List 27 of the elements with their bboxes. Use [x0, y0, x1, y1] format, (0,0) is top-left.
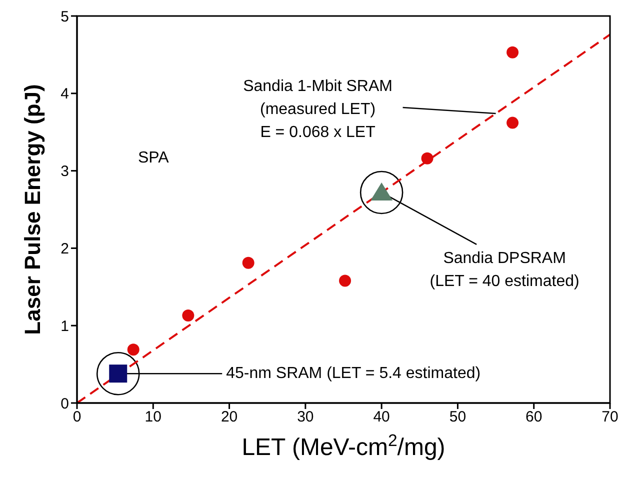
x-tick-label: 70: [602, 408, 618, 426]
point: [182, 310, 194, 322]
x-tick-label: 60: [526, 408, 542, 426]
point: [421, 152, 434, 164]
point: [506, 46, 519, 58]
y-tick-label: 0: [60, 395, 69, 412]
annotation: Sandia 1-Mbit SRAM (measured LET) E = 0.068 x LET: [243, 78, 392, 142]
point: [506, 116, 519, 129]
y-tick-label: 1: [60, 318, 69, 335]
x-tick-label: 50: [449, 408, 466, 426]
x-tick-label: 30: [297, 408, 314, 426]
annotation: 45-nm SRAM (LET = 5.4 estimated): [226, 365, 481, 382]
y-tick-label: 3: [60, 163, 69, 180]
y-tick-label: 5: [60, 8, 69, 26]
point: [339, 274, 352, 287]
y-tick-label: 2: [60, 240, 69, 258]
point: [127, 344, 140, 356]
point: [242, 256, 254, 269]
annotation: Sandia DPSRAM (LET = 40 estimated): [430, 250, 580, 290]
x-tick-label: 0: [72, 408, 82, 426]
x-axis-title: LET (MeV-cm$^{2}$/mg): [242, 430, 446, 461]
annotation: SPA: [138, 150, 170, 166]
x-tick-label: 40: [373, 408, 390, 426]
y-tick-label: 4: [60, 86, 69, 103]
y-axis-title: Laser Pulse Energy (pJ): [20, 84, 44, 335]
x-tick-label: 20: [220, 408, 238, 426]
x-tick-label: 10: [144, 408, 162, 426]
